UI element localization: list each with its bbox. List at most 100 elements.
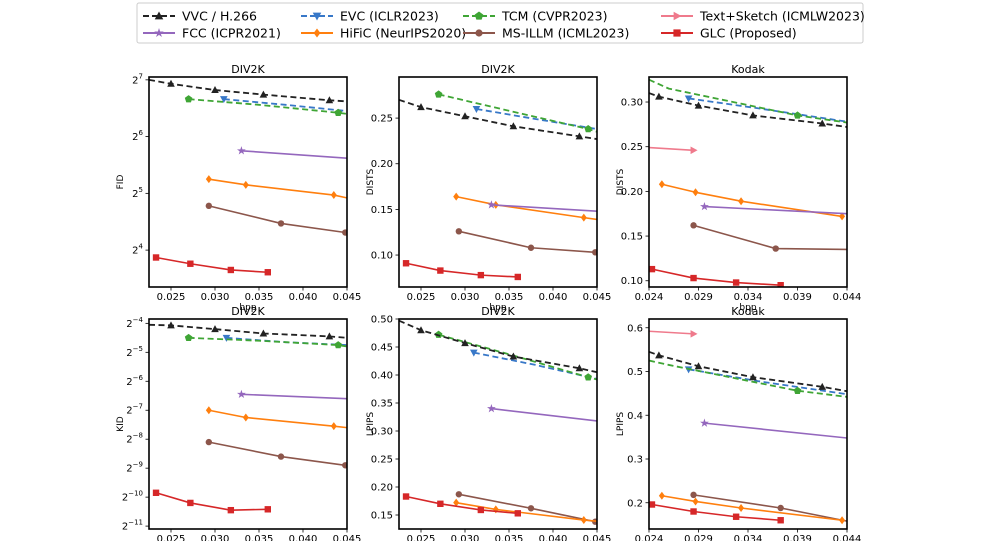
y-tick-label: 2−4 <box>126 316 143 330</box>
plot-frame <box>398 318 598 530</box>
point-glc <box>477 506 485 514</box>
point-tcm <box>184 333 193 342</box>
x-tick-label: 0.045 <box>583 534 612 541</box>
point-vvc <box>259 329 268 337</box>
series-line-glc <box>405 495 518 515</box>
y-axis-label: FID <box>116 175 126 190</box>
series-layer <box>149 78 347 276</box>
legend-label-evc: EVC (ICLR2023) <box>340 9 439 24</box>
point-vvc <box>167 79 175 87</box>
point-glc <box>777 282 784 287</box>
point-msillm <box>342 229 347 236</box>
series-line-evc <box>688 97 847 123</box>
point-fcc <box>237 389 246 399</box>
series-line-fcc <box>491 407 597 422</box>
point-tcm <box>584 125 592 133</box>
point-glc <box>264 269 271 276</box>
y-tick-label: 0.30 <box>621 98 643 109</box>
point-glc <box>152 254 160 261</box>
series-line-msillm <box>693 494 847 522</box>
series-line-msillm <box>458 230 596 254</box>
point-tcm <box>434 330 443 338</box>
x-tick-label: 0.030 <box>201 292 230 303</box>
series-line-evc <box>223 98 347 112</box>
y-tick-label: 2−10 <box>122 490 143 504</box>
point-glc <box>402 260 410 267</box>
point-vvc <box>417 326 425 334</box>
series-line-vvc <box>149 78 347 103</box>
legend-marker-hific <box>313 28 321 38</box>
point-vvc <box>509 352 518 360</box>
panel-title: Kodak <box>731 305 765 318</box>
point-vvc <box>211 86 219 94</box>
y-axis-label: LPIPS <box>366 412 376 437</box>
point-glc <box>649 501 656 508</box>
point-hific <box>492 505 499 514</box>
series-line-evc <box>476 108 597 130</box>
point-vvc <box>655 351 663 359</box>
point-vvc <box>325 96 334 104</box>
point-hific <box>330 422 337 431</box>
point-fcc <box>700 201 709 211</box>
x-tick-label: 0.034 <box>734 292 763 303</box>
point-glc <box>227 506 235 514</box>
point-vvc <box>749 373 757 381</box>
point-msillm <box>455 228 463 235</box>
point-hific <box>658 180 665 189</box>
y-tick-label: 0.15 <box>621 232 643 243</box>
panel-3: Kodak bpp DISTS 0.024 0.029 0.034 0.039 0.044 0.… <box>616 63 861 313</box>
legend-label-vvc: VVC / H.266 <box>182 9 257 24</box>
point-glc <box>152 489 160 496</box>
point-glc <box>690 508 697 515</box>
point-glc <box>437 267 444 274</box>
series-line-msillm <box>208 205 346 234</box>
point-tcm <box>793 386 802 394</box>
x-tick-label: 0.040 <box>539 292 568 303</box>
point-hific <box>242 180 249 189</box>
point-hific <box>839 516 846 525</box>
point-hific <box>580 213 587 222</box>
point-msillm <box>772 245 779 252</box>
panel-1: DIV2K bpp FID 0.025 0.030 0.035 0.040 0.045 24 25… <box>116 63 361 313</box>
legend-entry-glc: GLC (Proposed) <box>661 26 797 41</box>
legend: VVC / H.266 EVC (ICLR2023) TCM (CVPR2023) T… <box>136 2 865 44</box>
series-line-tcm <box>188 336 347 348</box>
point-vvc <box>325 332 334 340</box>
point-tcm <box>334 108 342 116</box>
point-vvc <box>694 362 703 370</box>
x-tick-label: 0.044 <box>833 534 862 541</box>
point-vvc <box>211 325 219 333</box>
point-tcm <box>184 95 193 103</box>
y-tick-label: 0.5 <box>627 367 643 378</box>
point-glc <box>187 260 194 267</box>
panel-title: Kodak <box>731 63 765 76</box>
series-line-fcc <box>704 205 847 215</box>
point-msillm <box>277 220 285 227</box>
x-tick-label: 0.040 <box>289 292 318 303</box>
point-vvc <box>461 112 469 120</box>
plot-frame <box>398 76 598 288</box>
legend-label-glc: GLC (Proposed) <box>700 26 797 41</box>
point-vvc <box>259 90 268 98</box>
point-msillm <box>205 202 213 210</box>
series-line-tcm <box>438 93 597 133</box>
legend-marker-glc <box>673 29 681 37</box>
x-tick-label: 0.040 <box>539 534 568 541</box>
y-tick-label: 0.15 <box>371 511 393 522</box>
point-vvc <box>818 119 827 127</box>
legend-marker-vvc <box>154 11 164 20</box>
legend-marker-msillm <box>475 29 483 37</box>
x-tick-label: 0.039 <box>783 292 812 303</box>
legend-label-tsk: Text+Sketch (ICMLW2023) <box>699 9 865 24</box>
point-vvc <box>575 364 584 372</box>
point-glc <box>690 274 697 282</box>
x-tick-label: 0.035 <box>245 292 274 303</box>
y-tick-label: 0.10 <box>371 251 393 262</box>
point-tcm <box>584 373 592 381</box>
point-tcm <box>434 90 443 98</box>
x-tick-label: 0.025 <box>407 534 436 541</box>
point-hific <box>205 175 212 184</box>
